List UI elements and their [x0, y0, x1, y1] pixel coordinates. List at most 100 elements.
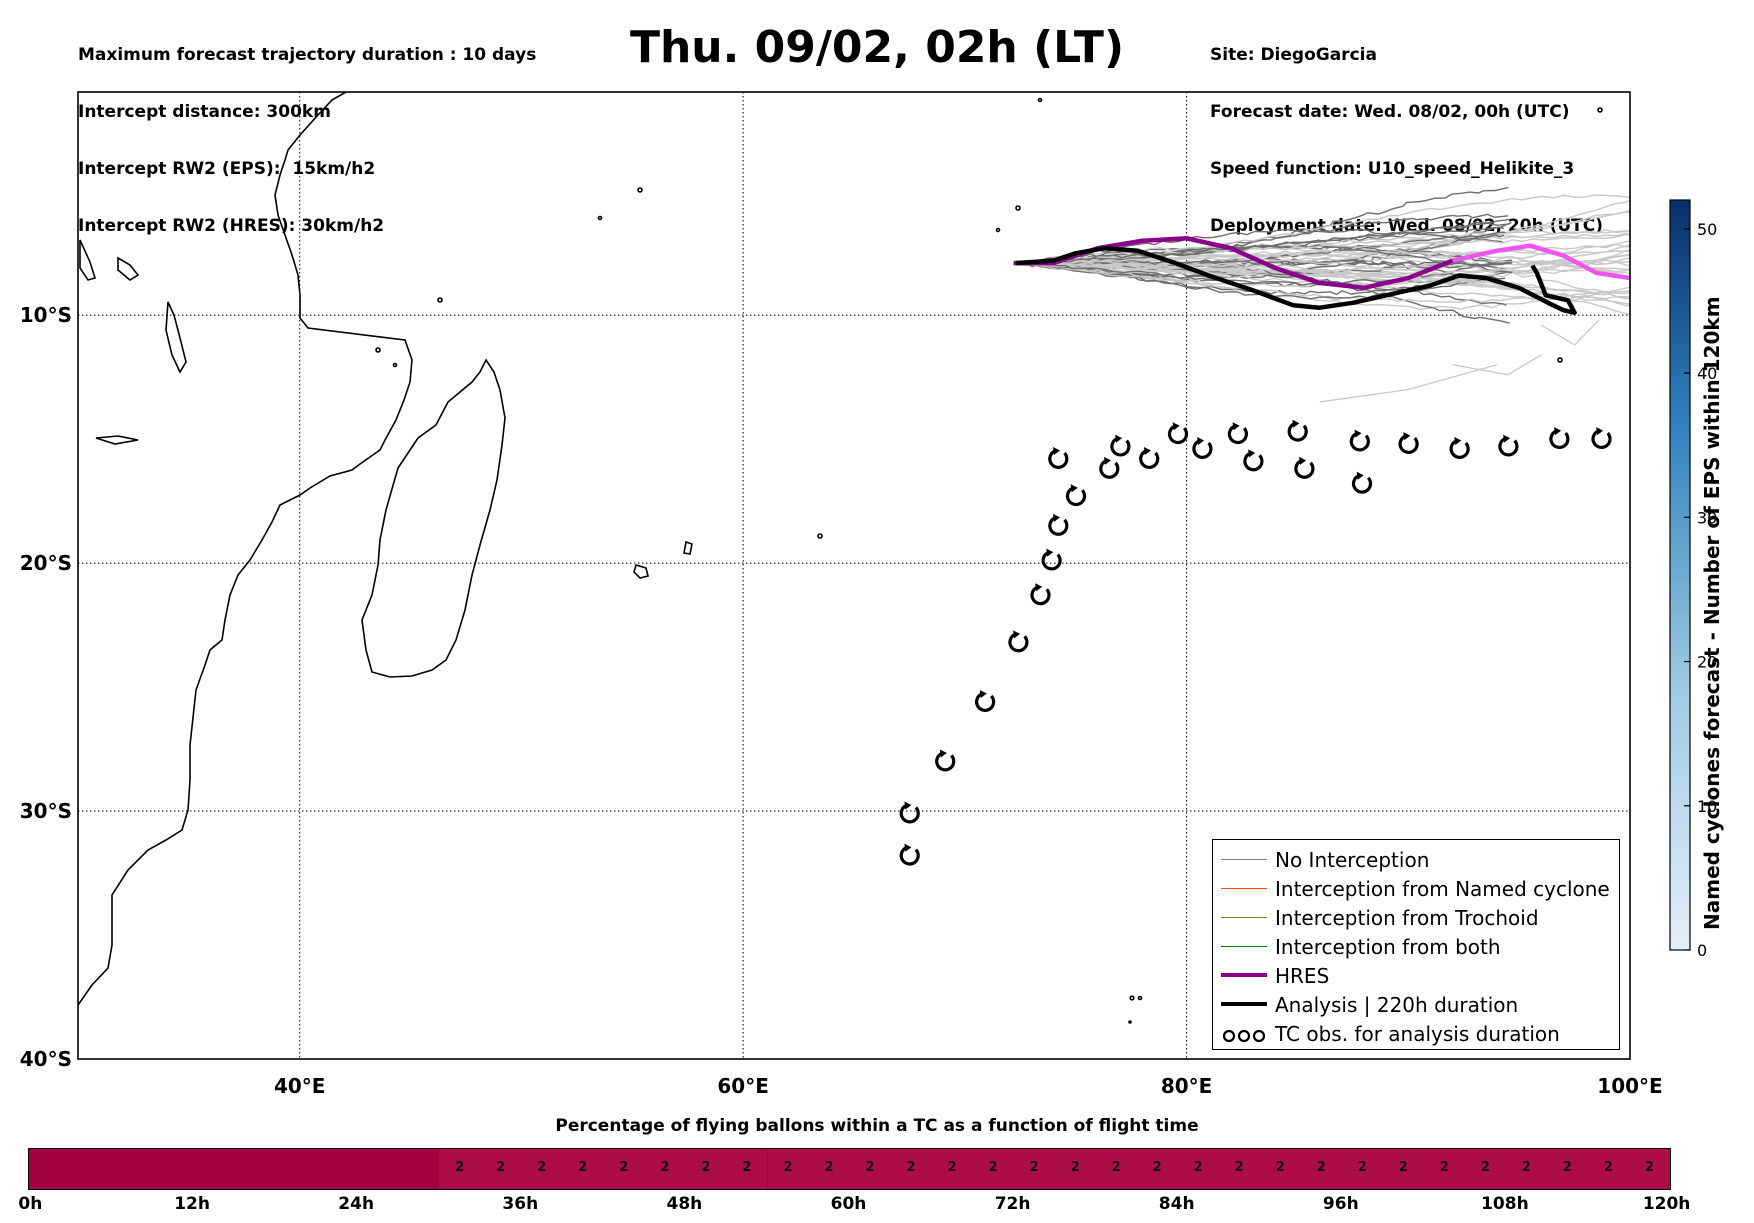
flight-time-tick-label: 108h [1481, 1194, 1529, 1214]
comoros-island [375, 347, 381, 353]
eps-track [1452, 354, 1542, 376]
chagos-island [1015, 205, 1021, 211]
header-line-duration: Maximum forecast trajectory duration : 1… [78, 45, 537, 65]
lon-tick-label: 40°E [274, 1074, 326, 1098]
flight-time-tick-label: 84h [1158, 1194, 1195, 1214]
rodrigues-island [817, 533, 823, 539]
flight-time-cell: 2 [931, 1149, 973, 1189]
tc-obs-marker [1498, 434, 1519, 457]
tc-obs-marker [1065, 484, 1087, 507]
flight-time-cell: 2 [1587, 1149, 1629, 1189]
lake-tanganyika [79, 239, 97, 281]
reunion-island [633, 564, 649, 579]
flight-time-cell: 2 [726, 1149, 768, 1189]
aldabra-island [437, 297, 443, 303]
colorbar [1669, 199, 1691, 951]
tc-obs-marker [1110, 434, 1131, 457]
colorbar-ticks: 0 10 20 30 40 50 [1684, 220, 1717, 960]
africa-coastline [78, 92, 413, 1006]
tc-obs-marker [1449, 437, 1470, 459]
eps-ensemble-tracks [1015, 186, 1630, 403]
tc-obs-marker [1139, 447, 1160, 469]
flight-time-tick-label: 12h [174, 1194, 210, 1214]
tc-obs-marker [1048, 513, 1069, 536]
legend-item: Interception from both [1213, 933, 1619, 961]
header-line-forecast-date: Forecast date: Wed. 08/02, 00h (UTC) [1210, 102, 1570, 122]
tc-symbol-icon [1222, 1029, 1266, 1043]
tc-obs-marker [899, 801, 920, 824]
eps-track [1540, 319, 1600, 346]
header-left-info: Maximum forecast trajectory duration : 1… [78, 8, 536, 255]
flight-time-tick-label: 0h [18, 1194, 43, 1214]
lon-tick-label: 80°E [1161, 1074, 1213, 1098]
flight-time-cell: 2 [1177, 1149, 1219, 1189]
colorbar-tick-label: 20 [1697, 653, 1717, 672]
tc-obs-marker [1167, 422, 1189, 445]
lon-tick-label: 100°E [1597, 1074, 1662, 1098]
maldives-island [1037, 97, 1043, 103]
flight-time-cell: 2 [1136, 1149, 1178, 1189]
deterministic-tracks [1013, 236, 1630, 315]
flight-time-cell: 2 [439, 1149, 481, 1189]
lake-victoria [117, 256, 140, 281]
tc-obs-marker [1099, 456, 1120, 479]
legend-item: TC obs. for analysis duration [1213, 1020, 1619, 1048]
legend-swatch-trochoid [1221, 917, 1267, 918]
legend-label: No Interception [1275, 848, 1430, 872]
seychelles-island [637, 187, 643, 193]
sumatra-coast [1597, 107, 1603, 113]
colorbar-tick-label: 30 [1697, 508, 1717, 527]
mauritius-island [683, 540, 693, 555]
lake-mweru [95, 435, 139, 445]
colorbar-tick-label: 10 [1697, 797, 1717, 816]
eps-track [1015, 253, 1630, 276]
tc-obs-marker [899, 843, 920, 866]
tc-obs-marker [1591, 427, 1612, 450]
header-line-rw2-eps: Intercept RW2 (EPS): 15km/h2 [78, 159, 376, 179]
flight-time-cell: 2 [890, 1149, 932, 1189]
flight-time-cell: 2 [1013, 1149, 1055, 1189]
st-paul-island [1128, 1020, 1132, 1024]
legend-label: TC obs. for analysis duration [1275, 1022, 1560, 1046]
legend-item: HRES [1213, 962, 1619, 990]
cocos-island [1557, 357, 1563, 363]
header-line-distance: Intercept distance: 300km [78, 102, 331, 122]
tc-observations [899, 419, 1612, 866]
flight-time-cell: 2 [1095, 1149, 1137, 1189]
amsterdam-island-2 [1137, 995, 1143, 1001]
flight-time-cell: 2 [685, 1149, 727, 1189]
flight-time-cell: 2 [1546, 1149, 1588, 1189]
lat-tick-label: 40°S [20, 1047, 72, 1071]
lake-malawi [165, 301, 187, 374]
lon-tick-label: 60°E [717, 1074, 769, 1098]
colorbar-tick-label: 50 [1697, 220, 1717, 239]
flight-time-tick-label: 120h [1642, 1194, 1691, 1214]
eps-track [1319, 364, 1498, 403]
legend-swatch-no-interception [1221, 859, 1267, 860]
legend-swatch-analysis [1221, 1002, 1267, 1006]
flight-time-tick-label: 48h [666, 1194, 703, 1214]
legend-item: No Interception [1213, 846, 1619, 874]
coastlines [78, 92, 1603, 1024]
eps-track [1015, 250, 1630, 265]
eps-track [1015, 261, 1513, 286]
amsterdam-island [1129, 995, 1135, 1001]
analysis-track [1015, 245, 1577, 315]
tc-obs-marker [1192, 437, 1213, 459]
comoros-island-2 [392, 362, 398, 368]
flight-time-tick-label: 36h [502, 1194, 539, 1214]
tc-obs-marker [1227, 422, 1248, 445]
tc-obs-marker [975, 690, 996, 712]
legend-item: Analysis | 220h duration [1213, 991, 1619, 1019]
flight-time-tick-label: 96h [1322, 1194, 1359, 1214]
flight-time-cell: 2 [808, 1149, 850, 1189]
madagascar-coastline [361, 358, 506, 678]
flight-time-cell: 2 [644, 1149, 686, 1189]
tc-obs-marker [1287, 419, 1308, 442]
flight-time-cell: 2 [1423, 1149, 1465, 1189]
tc-obs-marker [1294, 456, 1315, 479]
header-line-speed-function: Speed function: U10_speed_Helikite_3 [1210, 159, 1575, 179]
flight-time-cell: 2 [1218, 1149, 1260, 1189]
